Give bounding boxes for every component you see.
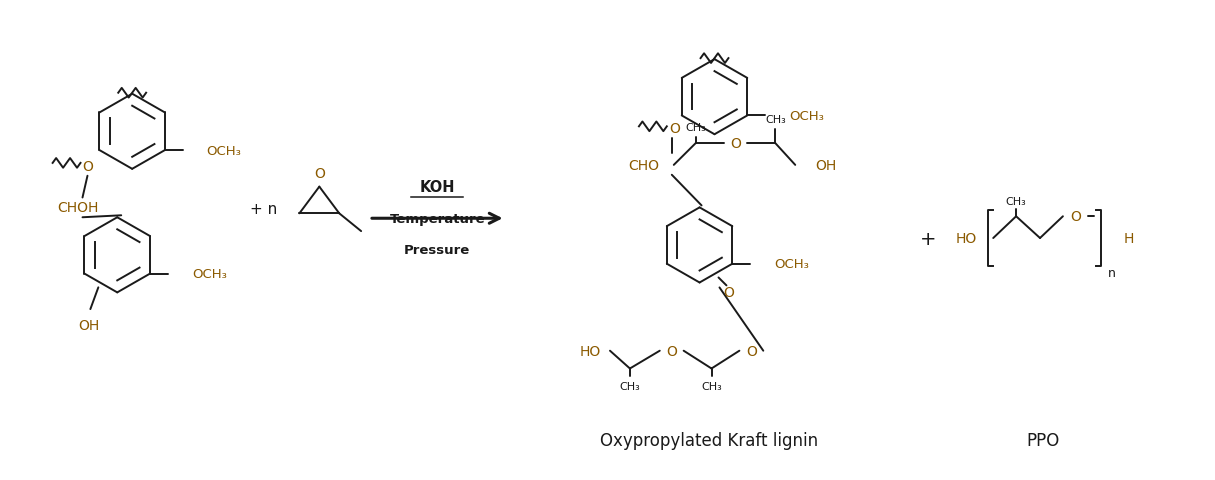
Text: O: O [723,286,734,300]
Text: PPO: PPO [1027,431,1059,449]
Text: O: O [83,159,92,173]
Text: O: O [746,344,757,358]
Text: CH₃: CH₃ [701,382,722,392]
Text: O: O [1070,210,1081,224]
Text: O: O [730,137,741,151]
Text: HO: HO [956,231,977,245]
Text: Oxypropylated Kraft lignin: Oxypropylated Kraft lignin [600,431,819,449]
Text: n: n [1108,266,1115,279]
Text: O: O [666,344,677,358]
Text: Temperature: Temperature [390,212,485,225]
Text: CH₃: CH₃ [765,115,786,125]
Text: +: + [920,229,937,248]
Text: O: O [313,167,324,180]
Text: OCH₃: OCH₃ [192,267,227,280]
Text: OCH₃: OCH₃ [774,258,809,271]
Text: CH₃: CH₃ [685,123,706,133]
Text: OH: OH [815,158,836,172]
Text: O: O [669,122,680,136]
Text: KOH: KOH [419,180,456,195]
Text: Pressure: Pressure [405,244,470,257]
Text: OH: OH [78,318,98,332]
Text: CH₃: CH₃ [620,382,640,392]
Text: CH₃: CH₃ [1006,197,1027,207]
Text: OCH₃: OCH₃ [789,110,824,123]
Text: CHO: CHO [628,158,660,172]
Text: CHOH: CHOH [57,201,98,215]
Text: H: H [1124,231,1134,245]
Text: OCH₃: OCH₃ [207,144,242,157]
Text: + n: + n [250,202,277,216]
Text: HO: HO [580,344,600,358]
